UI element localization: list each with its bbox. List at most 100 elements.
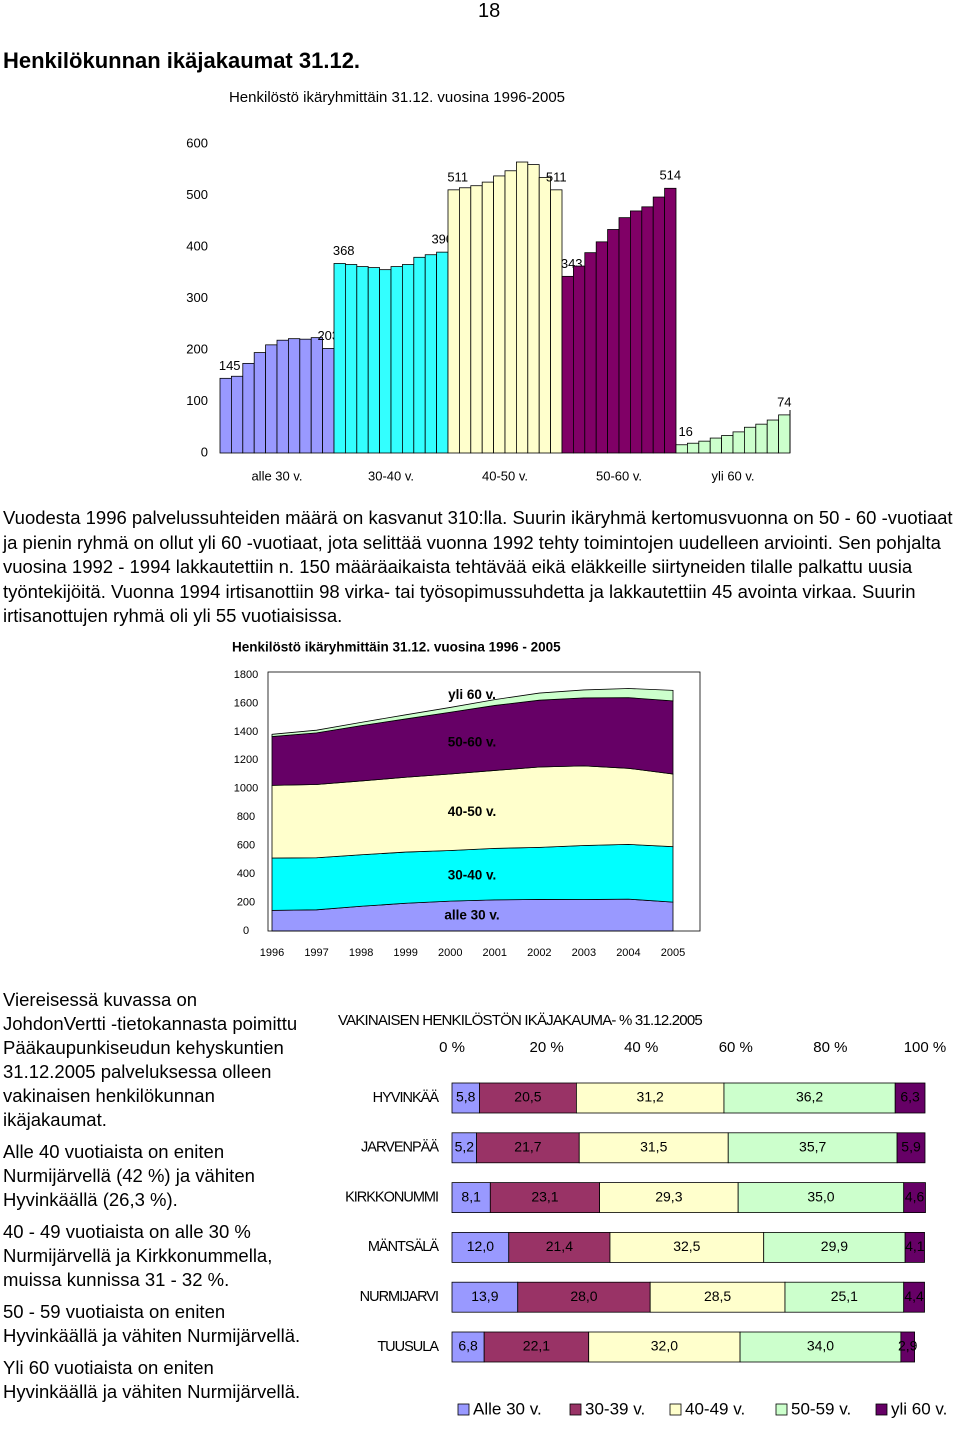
data-label: 5,2 (455, 1139, 475, 1155)
data-label: 368 (333, 243, 355, 258)
x-tick-label: 40 % (624, 1039, 658, 1056)
bar-segment (900, 1331, 915, 1363)
x-tick-label: 2004 (616, 947, 640, 959)
bar (310, 337, 324, 454)
bar (230, 375, 244, 454)
bar-segment (476, 1132, 580, 1164)
bar (721, 435, 734, 454)
chart-title: VAKINAISEN HENKILÖSTÖN IKÄJAKAUMA- % 31.… (338, 1011, 702, 1029)
bar (265, 344, 278, 454)
bar-segment (739, 1331, 902, 1363)
y-tick-label: 1000 (234, 783, 258, 795)
bar-segment (903, 1182, 926, 1213)
bar (493, 175, 506, 454)
bar-segment (451, 1182, 491, 1213)
bar (287, 338, 301, 454)
x-tick-label: 30-40 v. (368, 468, 414, 483)
bar-segment (599, 1182, 739, 1213)
area (271, 688, 674, 738)
data-label: 23,1 (531, 1188, 558, 1204)
sidebar-paragraph: Viereisessä kuvassa on JohdonVertti -tie… (3, 989, 298, 1130)
y-tick-label: 200 (237, 896, 255, 908)
data-label: 8,1 (461, 1188, 481, 1204)
bar-segment (451, 1281, 519, 1313)
bar-segment (483, 1331, 590, 1363)
bar-segment (489, 1182, 600, 1213)
legend-label: 40-49 v. (685, 1399, 745, 1418)
bar (219, 377, 232, 454)
y-tick-label: 1800 (234, 669, 258, 681)
data-label: 34,0 (807, 1338, 834, 1354)
data-label: 28,5 (704, 1288, 731, 1304)
bar (367, 267, 381, 454)
area-label: 30-40 v. (448, 867, 497, 882)
bar (458, 187, 472, 454)
data-label: 32,5 (673, 1238, 700, 1254)
bar (504, 170, 517, 454)
bar-segment (904, 1232, 925, 1263)
bar (664, 187, 677, 454)
category-label: KIRKKONUMMI (345, 1189, 438, 1205)
y-tick-label: 0 (201, 444, 208, 459)
bar (675, 444, 688, 454)
category-label: HYVINKÄÄ (373, 1089, 440, 1106)
data-label: 514 (659, 168, 681, 183)
bar (527, 164, 540, 454)
x-tick-label: 1998 (349, 947, 373, 959)
heading: Henkilökunnan ikäjakaumat 31.12. (3, 48, 361, 73)
bar (709, 437, 723, 454)
data-label: 6,8 (458, 1338, 478, 1354)
x-tick-label: 60 % (719, 1039, 753, 1056)
bar (379, 269, 392, 454)
data-label: 32,0 (651, 1338, 678, 1354)
x-tick-label: 40-50 v. (482, 468, 528, 483)
bar (687, 442, 700, 454)
bar (401, 264, 415, 454)
bar (573, 265, 586, 454)
legend-swatch (875, 1403, 888, 1416)
data-label: 29,9 (821, 1238, 848, 1254)
data-label: 29,3 (655, 1188, 682, 1204)
x-tick-label: 1996 (260, 947, 284, 959)
bar (344, 264, 358, 454)
bar-segment (763, 1232, 906, 1263)
bar (561, 275, 574, 454)
data-label: 2,9 (898, 1338, 918, 1354)
bar (470, 185, 483, 454)
y-tick-label: 1200 (234, 754, 258, 766)
bar (413, 256, 426, 454)
data-label: 511 (447, 169, 468, 184)
x-tick-label: alle 30 v. (251, 468, 302, 483)
y-tick-label: 1600 (234, 697, 258, 709)
x-tick-label: 2003 (572, 947, 596, 959)
y-tick-label: 800 (237, 811, 255, 823)
data-label: 13,9 (471, 1288, 498, 1304)
category-label: NURMIJARVI (360, 1289, 438, 1305)
legend-label: 30-39 v. (585, 1399, 645, 1418)
bar-segment (575, 1082, 725, 1114)
bar (390, 266, 403, 454)
bar (481, 181, 495, 454)
data-label: 25,1 (831, 1288, 858, 1304)
bar (778, 414, 791, 454)
bar-segment (903, 1281, 925, 1313)
bar (322, 348, 335, 454)
x-tick-label: 100 % (904, 1039, 947, 1056)
paragraph: Vuodesta 1996 palvelussuhteiden määrä on… (3, 507, 953, 626)
y-tick-label: 100 (186, 393, 208, 408)
sidebar: Viereisessä kuvassa on JohdonVertti -tie… (3, 988, 303, 1412)
bar-segment (517, 1281, 651, 1313)
data-label: 22,1 (523, 1338, 550, 1354)
x-tick-label: 80 % (813, 1039, 847, 1056)
x-tick-label: 1997 (304, 947, 328, 959)
y-tick-label: 0 (243, 925, 249, 937)
bar (766, 419, 780, 454)
sidebar-paragraph: Yli 60 vuotiaista on eniten Hyvinkäällä … (3, 1357, 301, 1402)
bar (755, 423, 768, 454)
x-tick-label: 2005 (661, 947, 685, 959)
bar-segment (894, 1082, 926, 1114)
y-tick-label: 300 (186, 290, 208, 305)
bar (584, 252, 597, 454)
x-tick-label: 2001 (483, 947, 507, 959)
data-label: 36,2 (796, 1089, 823, 1105)
